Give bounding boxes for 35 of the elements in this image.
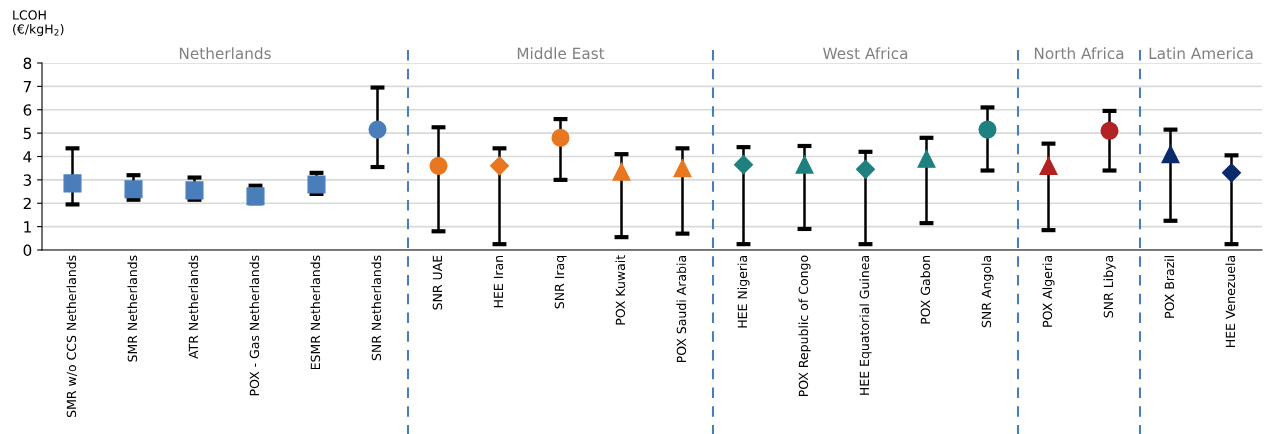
x-tick-label: SNR Iraq [554,256,567,309]
y-axis-title: LCOH (€/kgH$_{2}$) [13,10,64,37]
x-tick-label: ESMR Netherlands [310,255,321,370]
x-tick-label: POX Brazil [1164,256,1175,318]
x-tick-label: SMR w/o CCS Netherlands [66,255,78,418]
text: North Africa [1034,47,1124,60]
y-tick-label: 6 [23,104,32,116]
x-tick-label: POX Gabon [920,255,931,324]
x-tick-label: SNR Libya [1103,256,1116,318]
y-tick-label: 0 [23,244,32,257]
x-tick-label: SMR Netherlands [127,255,138,362]
x-tick-label: HEE Iran [493,255,504,308]
y-tick-label: 1 [24,221,31,233]
text: West Africa [823,47,908,60]
y-tick-label: 2 [23,197,31,210]
x-tick-label: HEE Equatorial Guinea [859,256,872,395]
x-tick-label: POX Algeria [1042,256,1055,327]
x-tick-label: POX Republic of Congo [798,255,811,397]
x-tick-label: SNR Angola [981,256,994,328]
y-tick-label: 4 [23,151,32,163]
x-tick-label: HEE Nigeria [737,256,750,328]
y-tick-label: 7 [23,81,31,93]
y-tick-label: 5 [23,127,31,140]
text: Middle East [517,47,605,60]
x-tick-label: SNR UAE [432,255,443,310]
x-tick-label: POX Saudi Arabia [676,256,687,363]
x-tick-label: HEE Venezuela [1225,256,1236,347]
text: Latin America [1149,47,1253,60]
x-tick-label: ATR Netherlands [188,255,199,359]
y-tick-label: 3 [23,174,32,186]
x-tick-label: POX - Gas Netherlands [249,255,260,396]
y-tick-label: 8 [23,57,32,70]
x-tick-label: POX Kuwait [615,255,626,325]
text: Netherlands [179,47,271,60]
x-tick-label: SNR Netherlands [371,255,382,361]
